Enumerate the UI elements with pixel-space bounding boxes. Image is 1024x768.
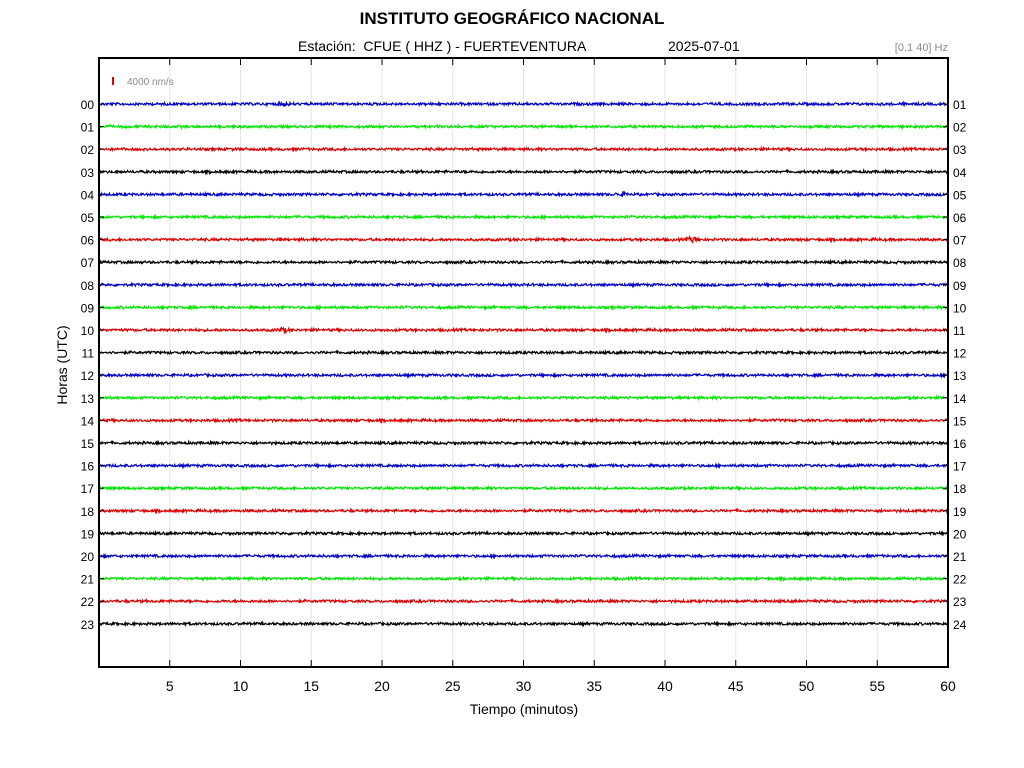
trace-hour-22 [98, 597, 949, 605]
trace-hour-04 [98, 190, 949, 198]
hour-label-left: 10 [81, 324, 95, 338]
trace-hour-15 [98, 439, 949, 447]
x-tick-label: 55 [869, 678, 885, 694]
hour-label-right: 22 [953, 573, 967, 587]
trace-hour-03 [98, 168, 949, 176]
trace-hour-18 [98, 507, 949, 515]
filter-label: [0.1 40] Hz [894, 42, 948, 54]
grid-layer [169, 58, 878, 667]
x-tick-label: 30 [516, 678, 532, 694]
x-tick-label: 35 [586, 678, 602, 694]
trace-hour-10 [98, 326, 949, 335]
label-layer: 5 10 15 20 25 30 35 40 45 50 55 60 00 01 01 02 02 03 03 04 0… [81, 98, 967, 694]
trace-hour-14 [98, 416, 949, 425]
hour-label-right: 17 [953, 460, 967, 474]
hour-label-left: 01 [81, 121, 95, 135]
hour-label-right: 23 [953, 595, 967, 609]
trace-hour-21 [98, 574, 949, 583]
trace-layer [98, 100, 949, 628]
hour-label-left: 20 [81, 550, 95, 564]
trace-hour-13 [98, 394, 949, 402]
x-tick-label: 45 [728, 678, 744, 694]
hour-label-right: 15 [953, 414, 967, 428]
trace-hour-09 [98, 304, 949, 311]
hour-label-right: 12 [953, 347, 967, 361]
hour-label-right: 05 [953, 188, 967, 202]
station-subtitle: Estación: CFUE ( HHZ ) - FUERTEVENTURA [298, 38, 587, 54]
trace-hour-02 [98, 145, 949, 153]
tick-layer [99, 58, 949, 667]
scale-bar [112, 77, 114, 85]
trace-hour-08 [98, 281, 949, 289]
hour-label-right: 16 [953, 437, 967, 451]
hour-label-right: 08 [953, 256, 967, 270]
trace-hour-05 [98, 213, 949, 221]
hour-label-right: 10 [953, 301, 967, 315]
x-tick-label: 15 [303, 678, 319, 694]
hour-label-right: 01 [953, 98, 967, 112]
hour-label-left: 16 [81, 460, 95, 474]
scale-legend: 4000 nm/s [112, 77, 174, 88]
trace-hour-23 [98, 620, 949, 628]
chart-title: INSTITUTO GEOGRÁFICO NACIONAL [359, 9, 665, 28]
hour-label-right: 24 [953, 618, 967, 632]
hour-label-right: 03 [953, 143, 967, 157]
date-subtitle: 2025-07-01 [668, 38, 740, 54]
hour-label-right: 02 [953, 121, 967, 135]
hour-label-left: 12 [81, 369, 95, 383]
x-tick-label: 5 [166, 678, 174, 694]
hour-label-left: 06 [81, 234, 95, 248]
hour-label-left: 02 [81, 143, 95, 157]
x-tick-label: 50 [799, 678, 815, 694]
trace-hour-16 [98, 462, 949, 470]
trace-hour-17 [98, 484, 949, 492]
hour-label-right: 07 [953, 234, 967, 248]
trace-hour-00 [98, 100, 949, 108]
trace-hour-12 [99, 371, 949, 379]
x-axis-label: Tiempo (minutos) [469, 701, 579, 717]
hour-label-left: 21 [81, 573, 95, 587]
hour-label-left: 03 [81, 166, 95, 180]
x-tick-label: 25 [445, 678, 461, 694]
x-tick-label: 40 [657, 678, 673, 694]
hour-label-left: 17 [81, 482, 95, 496]
hour-label-right: 21 [953, 550, 967, 564]
hour-label-left: 09 [81, 301, 95, 315]
hour-label-right: 14 [953, 392, 967, 406]
hour-label-right: 20 [953, 527, 967, 541]
hour-label-left: 23 [81, 618, 95, 632]
hour-label-left: 04 [81, 188, 95, 202]
hour-label-left: 19 [81, 527, 95, 541]
hour-label-right: 04 [953, 166, 967, 180]
scale-label: 4000 nm/s [127, 77, 174, 88]
x-tick-label: 60 [940, 678, 956, 694]
trace-hour-20 [98, 552, 949, 560]
hour-label-left: 14 [81, 414, 95, 428]
hour-label-left: 18 [81, 505, 95, 519]
hour-label-right: 19 [953, 505, 967, 519]
hour-label-left: 11 [82, 347, 95, 361]
hour-label-right: 18 [953, 482, 967, 496]
x-tick-label: 20 [374, 678, 390, 694]
hour-label-left: 08 [81, 279, 95, 293]
hour-label-left: 22 [81, 595, 95, 609]
trace-hour-01 [98, 122, 949, 131]
hour-label-right: 09 [953, 279, 967, 293]
hour-label-left: 13 [81, 392, 95, 406]
trace-hour-19 [98, 529, 949, 537]
x-tick-label: 10 [233, 678, 249, 694]
hour-label-right: 06 [953, 211, 967, 225]
trace-hour-06 [98, 234, 949, 245]
trace-hour-11 [98, 348, 949, 357]
hour-label-left: 05 [81, 211, 95, 225]
hour-label-left: 15 [81, 437, 95, 451]
hour-label-left: 07 [81, 256, 95, 270]
hour-label-right: 11 [953, 324, 966, 338]
hour-label-left: 00 [81, 98, 95, 112]
trace-hour-07 [98, 258, 949, 266]
hour-label-right: 13 [953, 369, 967, 383]
